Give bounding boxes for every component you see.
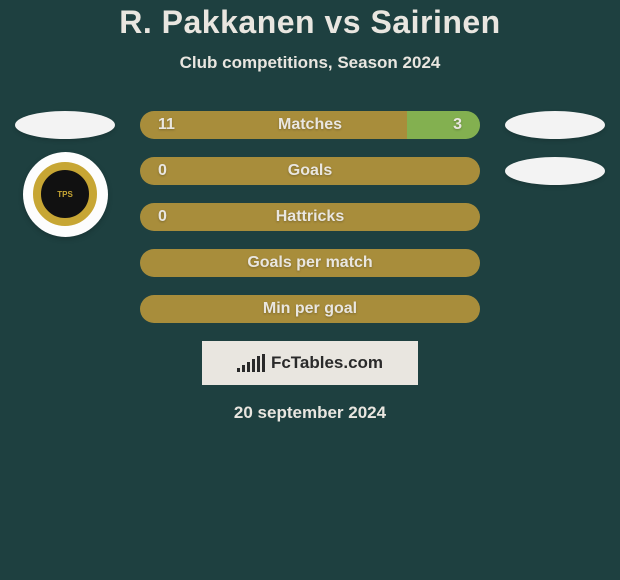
stat-bar-left-value: [140, 295, 480, 323]
stat-bar: 113Matches: [140, 111, 480, 139]
stat-bar-left-value: 11: [140, 111, 407, 139]
right-side-slot: [500, 111, 610, 139]
stat-bar-left-value: 0: [140, 203, 480, 231]
right-side-slot: [500, 157, 610, 185]
stat-bar: Min per goal: [140, 295, 480, 323]
subtitle: Club competitions, Season 2024: [0, 53, 620, 73]
stat-bar-left-value: 0: [140, 157, 480, 185]
stat-bar: 0Hattricks: [140, 203, 480, 231]
player2-name: Sairinen: [370, 4, 500, 40]
player-placeholder-oval: [505, 111, 605, 139]
player1-name: R. Pakkanen: [119, 4, 315, 40]
club-logo: TPS: [23, 152, 108, 237]
stat-bar: Goals per match: [140, 249, 480, 277]
vs-separator: vs: [324, 4, 361, 40]
stat-row: Min per goal: [0, 295, 620, 323]
left-side-slot: [10, 111, 120, 139]
stat-bar-left-value: [140, 249, 480, 277]
page-title: R. Pakkanen vs Sairinen: [0, 4, 620, 41]
brand-text: FcTables.com: [271, 353, 383, 373]
stat-row: Goals per match: [0, 249, 620, 277]
brand-chart-icon: [237, 354, 265, 372]
brand-box[interactable]: FcTables.com: [202, 341, 418, 385]
stat-bar-right-value: 3: [407, 111, 480, 139]
player-placeholder-oval: [505, 157, 605, 185]
comparison-card: R. Pakkanen vs Sairinen Club competition…: [0, 0, 620, 580]
stat-row: 113Matches: [0, 111, 620, 139]
footer-date: 20 september 2024: [0, 403, 620, 423]
player-placeholder-oval: [15, 111, 115, 139]
stat-bar: 0Goals: [140, 157, 480, 185]
club-logo-inner: TPS: [33, 162, 97, 226]
